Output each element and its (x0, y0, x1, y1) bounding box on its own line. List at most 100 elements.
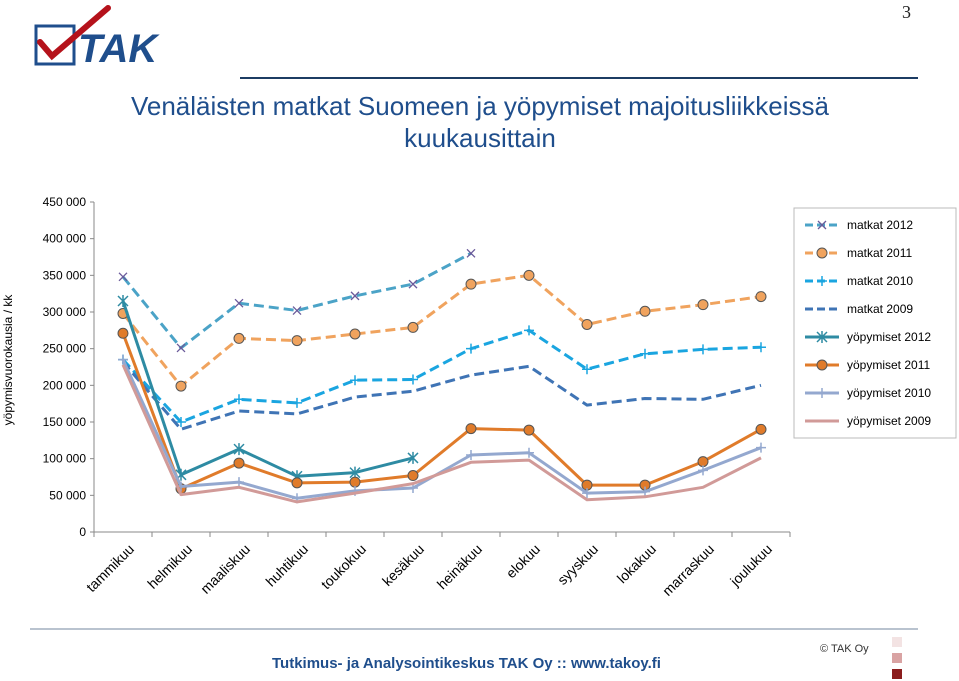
legend-label: yöpymiset 2010 (847, 386, 931, 400)
data-point (465, 278, 477, 290)
point-marker (234, 477, 244, 488)
data-point (408, 374, 418, 385)
point-marker (291, 477, 303, 489)
point-marker (176, 417, 186, 427)
legend-item: yöpymiset 2009 (805, 414, 931, 428)
data-point (117, 327, 129, 339)
series-line (121, 332, 762, 491)
point-marker (117, 295, 129, 307)
legend-label: yöpymiset 2009 (847, 414, 931, 428)
point-marker (582, 488, 592, 499)
legend-label: matkat 2010 (847, 274, 913, 288)
data-point (349, 476, 361, 488)
data-point (233, 332, 245, 344)
data-point (291, 335, 303, 347)
data-point (582, 364, 592, 375)
point-marker (234, 298, 244, 308)
y-tick-label: 50 000 (49, 488, 86, 502)
data-point (466, 450, 476, 460)
legend-item: yöpymiset 2010 (805, 386, 931, 400)
series-line (121, 360, 762, 431)
deco-square-2 (892, 653, 902, 663)
x-tick-label: joulukuu (726, 541, 775, 590)
point-marker (756, 342, 766, 353)
footer-text: Tutkimus- ja Analysointikeskus TAK Oy ::… (272, 655, 661, 672)
data-point (292, 306, 302, 315)
data-point (407, 321, 419, 333)
point-marker (350, 291, 360, 301)
point-marker (817, 276, 827, 286)
point-marker (175, 380, 187, 392)
point-marker (233, 332, 245, 344)
series-line (121, 251, 472, 350)
data-point (523, 424, 535, 436)
point-marker (118, 354, 128, 365)
x-tick-label: heinäkuu (434, 541, 485, 592)
point-marker (350, 375, 360, 386)
legend-item: matkat 2010 (805, 274, 913, 288)
y-axis-label: yöpymisvuorokausia / kk (1, 294, 15, 426)
title-line-1: Venäläisten matkat Suomeen ja yöpymiset … (130, 91, 829, 121)
data-point (234, 394, 244, 405)
legend-item: yöpymiset 2012 (805, 330, 931, 344)
deco-square-3 (892, 669, 902, 679)
data-point (640, 348, 650, 359)
data-point (118, 272, 128, 282)
y-tick-label: 450 000 (43, 195, 87, 209)
point-marker (755, 423, 767, 435)
data-point (523, 269, 535, 281)
point-marker (292, 397, 302, 408)
data-point (466, 343, 476, 354)
point-marker (408, 374, 418, 385)
point-marker (465, 423, 477, 435)
point-marker (176, 343, 186, 353)
data-point (698, 344, 708, 355)
data-point (816, 359, 828, 371)
data-point (175, 380, 187, 392)
point-marker (117, 327, 129, 339)
point-marker (698, 344, 708, 355)
title-line-2: kuukausittain (404, 123, 556, 153)
legend-label: yöpymiset 2011 (847, 358, 930, 372)
point-marker (816, 247, 828, 259)
data-point (697, 299, 709, 311)
legend-label: yöpymiset 2012 (847, 330, 931, 344)
data-point (582, 488, 592, 499)
data-point (407, 451, 419, 464)
point-marker (817, 388, 827, 398)
line-chart: 0 50 000 100 000 150 000 200 000 250 000 300 0… (1, 195, 957, 599)
top-divider (240, 77, 918, 79)
data-point (581, 318, 593, 330)
data-point (176, 417, 186, 427)
point-marker (466, 248, 476, 258)
point-marker (697, 299, 709, 311)
legend-label: matkat 2011 (847, 246, 912, 260)
y-tick-label: 400 000 (43, 232, 87, 246)
data-point (698, 465, 708, 476)
point-marker (640, 348, 650, 359)
data-point (640, 486, 650, 497)
data-point (817, 220, 827, 230)
data-point (817, 276, 827, 286)
chart-legend: matkat 2012 matkat 2011 matkat 2010 matkat … (793, 207, 957, 439)
data-point (816, 331, 828, 343)
data-point (350, 291, 360, 301)
legend-label: matkat 2012 (847, 218, 913, 232)
point-marker (816, 331, 828, 343)
data-point (349, 328, 361, 340)
y-tick-label: 150 000 (43, 415, 87, 429)
point-marker (524, 447, 534, 458)
x-tick-label: lokakuu (614, 541, 659, 586)
data-point (639, 305, 651, 317)
page-title: Venäläisten matkat Suomeen ja yöpymiset … (60, 90, 900, 154)
logo-text: TAK (78, 27, 160, 68)
logo-check (37, 5, 111, 61)
point-marker (523, 269, 535, 281)
tak-logo: TAK (30, 4, 180, 71)
point-marker (349, 466, 361, 479)
data-point (408, 279, 418, 289)
point-marker (816, 359, 828, 371)
data-point (524, 447, 534, 458)
point-marker (407, 321, 419, 333)
data-point (755, 291, 767, 303)
